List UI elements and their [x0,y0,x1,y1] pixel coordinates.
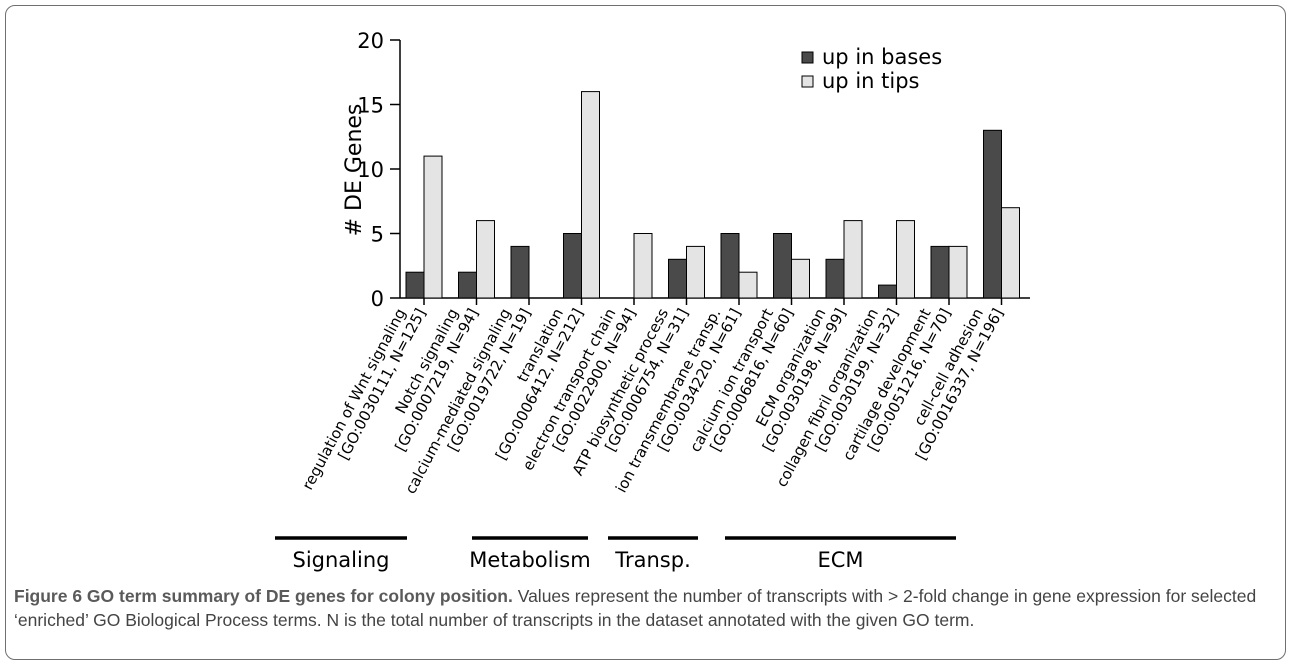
group-label: Metabolism [469,548,590,572]
bar-up-in-bases [563,233,582,299]
group-label: Signaling [293,548,390,572]
bar-chart: 0 5 10 15 20 # DE Genes regulation of Wnt sign… [275,29,1030,572]
bar-up-in-bases [983,129,1002,299]
legend-entry: up in tips [822,69,919,93]
y-tick-label: 10 [357,158,384,182]
y-tick-label: 15 [357,94,384,118]
group-label: ECM [817,548,863,572]
legend-entry: up in bases [822,45,942,69]
bar-up-in-bases [510,245,530,299]
y-tick-label: 0 [371,287,384,311]
bar-up-in-tips [1001,207,1020,299]
bar-up-in-tips [896,220,915,299]
bar-up-in-tips [738,271,758,299]
bar-up-in-tips [581,91,600,299]
bar-up-in-tips [791,258,810,299]
bar-up-in-bases [405,271,425,299]
group-label: Transp. [614,548,691,572]
caption-title: Figure 6 GO term summary of DE genes for… [14,586,513,606]
figure-caption: Figure 6 GO term summary of DE genes for… [14,584,1276,632]
bar-up-in-tips [633,233,653,299]
caption-body: Values represent the number of transcrip… [14,586,1257,630]
bar-up-in-bases [668,258,687,299]
bar-up-in-tips [476,220,495,299]
bar-up-in-tips [843,220,863,299]
bar-up-in-bases [720,233,740,299]
bar-up-in-tips [423,155,443,299]
bar-up-in-tips [948,245,968,299]
legend-swatch [801,51,814,64]
y-axis-label: # DE Genes [342,104,367,237]
bar-up-in-bases [773,233,792,299]
figure-frame [5,5,1286,660]
bar-up-in-bases [878,284,897,299]
bar-up-in-bases [458,271,477,299]
y-tick-label: 5 [371,223,384,247]
category-label: regulation of Wnt signaling [298,305,409,492]
bar-up-in-bases [930,245,950,299]
bar-up-in-bases [825,258,845,299]
legend-swatch [801,75,814,88]
y-tick-label: 20 [357,29,384,53]
bar-up-in-tips [686,245,705,299]
